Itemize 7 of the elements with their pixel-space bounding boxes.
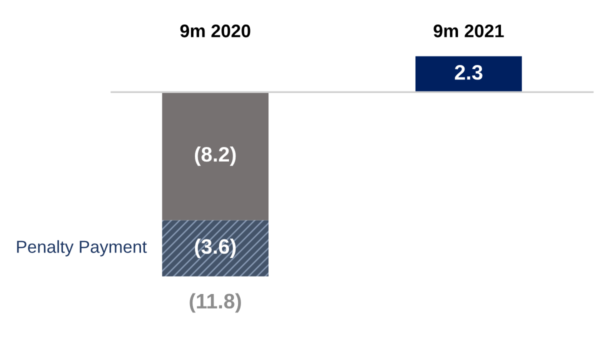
data-label: (3.6) [194,238,236,258]
x-tick-label: 9m 2021 [434,24,504,38]
data-label: (8.2) [194,146,236,166]
series-label: Penalty Payment [17,240,147,256]
total-label: (11.8) [190,293,241,313]
data-label: 2.3 [454,65,482,80]
x-tick-label: 9m 2020 [180,24,250,38]
